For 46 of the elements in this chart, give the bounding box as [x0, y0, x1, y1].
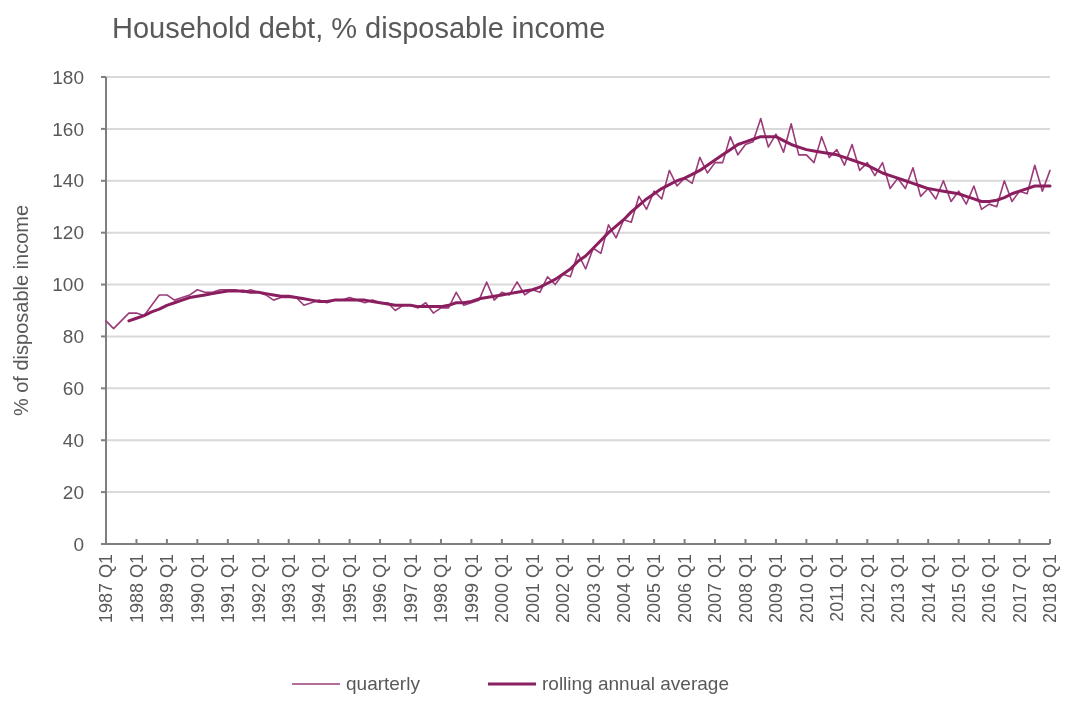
x-tick-label: 2012 Q1 [857, 554, 878, 624]
x-tick-label: 2016 Q1 [979, 554, 1000, 624]
y-axis-title: % of disposable income [10, 204, 32, 417]
x-tick-label: 2010 Q1 [796, 554, 817, 624]
x-tick-label: 2015 Q1 [948, 554, 969, 624]
y-tick-label: 40 [62, 429, 84, 451]
y-tick-label: 20 [62, 481, 84, 503]
x-tick-label: 2013 Q1 [888, 554, 909, 624]
x-tick-label: 2006 Q1 [674, 554, 695, 624]
x-tick-label: 2007 Q1 [705, 554, 726, 624]
x-tick-label: 1995 Q1 [339, 554, 360, 624]
y-tick-label: 80 [62, 326, 84, 348]
x-tick-label: 2005 Q1 [644, 554, 665, 624]
x-tick-label: 1991 Q1 [218, 554, 239, 624]
y-tick-label: 140 [52, 170, 84, 192]
x-tick-label: 2009 Q1 [766, 554, 787, 624]
x-tick-label: 1989 Q1 [157, 554, 178, 624]
legend-label: rolling annual average [542, 673, 729, 694]
y-tick-label: 120 [52, 222, 84, 244]
x-tick-label: 2011 Q1 [827, 554, 848, 622]
x-tick-label: 2001 Q1 [522, 554, 543, 624]
x-tick-label: 2000 Q1 [492, 554, 513, 624]
y-tick-label: 0 [73, 533, 84, 555]
legend-label: quarterly [346, 673, 421, 694]
y-tick-label: 60 [62, 377, 84, 399]
x-tick-label: 1992 Q1 [248, 554, 269, 624]
x-tick-label: 2014 Q1 [918, 554, 939, 624]
x-tick-label: 1997 Q1 [400, 554, 421, 624]
x-tick-label: 2018 Q1 [1040, 554, 1061, 624]
x-tick-label: 1998 Q1 [431, 554, 452, 624]
x-tick-label: 2017 Q1 [1009, 554, 1030, 624]
x-tick-label: 1987 Q1 [96, 554, 117, 624]
x-tick-label: 1988 Q1 [126, 554, 147, 624]
x-tick-label: 1990 Q1 [187, 554, 208, 624]
y-tick-label: 100 [52, 274, 84, 296]
y-tick-label: 160 [52, 118, 84, 140]
x-tick-label: 2002 Q1 [553, 554, 574, 624]
x-tick-label: 2008 Q1 [735, 554, 756, 624]
x-tick-label: 1993 Q1 [279, 554, 300, 624]
x-tick-label: 1999 Q1 [461, 554, 482, 624]
x-tick-label: 2004 Q1 [613, 554, 634, 624]
chart-title: Household debt, % disposable income [112, 12, 606, 44]
x-tick-label: 1996 Q1 [370, 554, 391, 624]
x-tick-label: 1994 Q1 [309, 554, 330, 624]
x-tick-label: 2003 Q1 [583, 554, 604, 624]
y-tick-label: 180 [52, 66, 84, 88]
